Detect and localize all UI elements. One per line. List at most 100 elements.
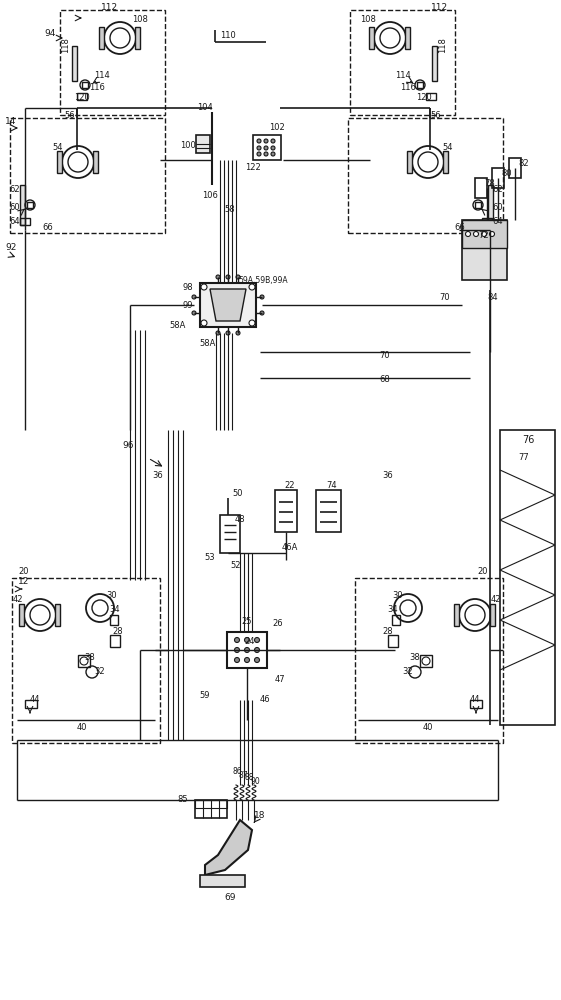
Text: 40: 40 xyxy=(77,724,88,732)
Bar xyxy=(25,700,37,708)
Text: 22: 22 xyxy=(285,481,295,489)
Text: 56: 56 xyxy=(431,110,442,119)
Text: 44: 44 xyxy=(30,696,40,704)
Text: 52: 52 xyxy=(231,560,241,570)
Bar xyxy=(405,27,410,49)
Bar xyxy=(220,515,240,553)
Text: 70: 70 xyxy=(380,351,390,360)
Bar xyxy=(470,700,482,708)
Circle shape xyxy=(192,295,196,299)
Text: 86: 86 xyxy=(232,768,242,776)
Bar xyxy=(19,604,24,626)
Circle shape xyxy=(234,658,240,662)
Text: 88: 88 xyxy=(244,774,254,782)
Bar xyxy=(388,635,398,647)
Circle shape xyxy=(245,638,250,643)
Text: 64: 64 xyxy=(493,218,503,227)
Text: 62: 62 xyxy=(493,186,503,194)
Text: 76: 76 xyxy=(522,435,534,445)
Text: 14: 14 xyxy=(5,117,16,126)
Text: 66: 66 xyxy=(43,224,53,232)
Bar xyxy=(275,490,297,532)
Text: 68: 68 xyxy=(380,375,390,384)
Circle shape xyxy=(236,331,240,335)
Text: 54: 54 xyxy=(443,143,453,152)
Circle shape xyxy=(249,284,255,290)
Text: 98: 98 xyxy=(182,282,193,292)
Text: 112: 112 xyxy=(431,3,449,12)
Text: 36: 36 xyxy=(383,471,393,480)
Bar xyxy=(492,168,504,188)
Bar xyxy=(490,604,495,626)
Circle shape xyxy=(201,320,207,326)
Text: 69: 69 xyxy=(224,894,236,902)
Circle shape xyxy=(466,232,471,236)
Text: 110: 110 xyxy=(220,30,236,39)
Text: 34: 34 xyxy=(110,605,120,614)
Text: 28: 28 xyxy=(113,628,123,637)
Text: 47: 47 xyxy=(275,676,286,684)
Bar xyxy=(432,46,437,81)
Circle shape xyxy=(264,152,268,156)
Circle shape xyxy=(234,648,240,652)
Text: 34: 34 xyxy=(388,605,398,614)
Bar xyxy=(195,800,227,818)
Bar xyxy=(253,135,281,160)
Text: 108: 108 xyxy=(132,15,148,24)
Bar xyxy=(417,82,423,88)
Bar xyxy=(509,158,521,178)
Text: 94: 94 xyxy=(44,28,56,37)
Bar xyxy=(20,185,25,225)
Bar xyxy=(195,800,227,808)
Bar xyxy=(369,27,374,49)
Polygon shape xyxy=(205,820,252,875)
Bar xyxy=(12,578,160,743)
Bar xyxy=(500,430,555,725)
Bar xyxy=(60,10,165,115)
Text: 114: 114 xyxy=(94,70,110,80)
Bar xyxy=(55,604,60,626)
Text: 20: 20 xyxy=(477,568,488,576)
Circle shape xyxy=(260,311,264,315)
Text: 28: 28 xyxy=(383,628,393,637)
Text: 74: 74 xyxy=(327,481,337,489)
Text: 77: 77 xyxy=(518,454,530,462)
Text: 62: 62 xyxy=(10,186,20,194)
Text: 112: 112 xyxy=(102,3,118,12)
Bar xyxy=(57,151,62,173)
Bar xyxy=(99,27,104,49)
Circle shape xyxy=(271,146,275,150)
Text: 30: 30 xyxy=(107,590,117,599)
Bar xyxy=(443,151,448,173)
Bar xyxy=(355,578,503,743)
Text: 122: 122 xyxy=(245,162,261,172)
Text: 90: 90 xyxy=(250,776,260,786)
Bar xyxy=(475,178,487,198)
Text: 56: 56 xyxy=(65,110,75,119)
Text: 58: 58 xyxy=(225,206,235,215)
Bar xyxy=(196,135,210,153)
Text: 58A: 58A xyxy=(170,320,186,330)
Text: 116: 116 xyxy=(89,84,105,93)
Text: 120: 120 xyxy=(416,94,432,103)
Bar xyxy=(200,875,245,887)
Text: 12: 12 xyxy=(18,578,29,586)
Text: 26: 26 xyxy=(273,618,283,628)
Text: 80: 80 xyxy=(502,168,512,178)
Bar xyxy=(488,185,493,225)
Text: 18: 18 xyxy=(254,810,266,820)
Bar xyxy=(462,220,507,280)
Text: 106: 106 xyxy=(202,190,218,200)
Bar xyxy=(426,93,436,100)
Text: 30: 30 xyxy=(393,590,403,599)
Circle shape xyxy=(226,331,230,335)
Text: 46: 46 xyxy=(260,696,270,704)
Bar xyxy=(482,218,492,225)
Text: 64: 64 xyxy=(10,218,20,227)
Circle shape xyxy=(236,275,240,279)
Text: 36: 36 xyxy=(153,471,163,480)
Circle shape xyxy=(264,146,268,150)
Text: 32: 32 xyxy=(95,668,105,676)
Text: 60: 60 xyxy=(493,204,503,213)
Text: 99: 99 xyxy=(182,300,193,310)
